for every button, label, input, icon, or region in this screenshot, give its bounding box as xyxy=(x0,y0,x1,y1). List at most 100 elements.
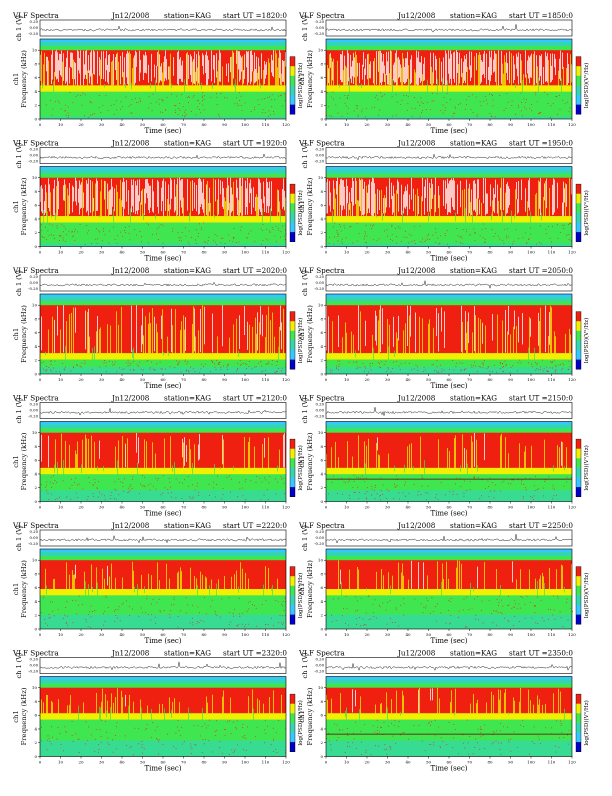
freq-tick-label: 2 xyxy=(34,613,37,618)
panel-date: Ju12/2008 xyxy=(397,394,436,403)
time-tick-label: 70 xyxy=(467,632,473,637)
colorbar-segment xyxy=(290,331,295,341)
time-tick-label: 100 xyxy=(527,122,535,127)
freq-tick-label: 6 xyxy=(34,585,37,590)
time-tick-label: 100 xyxy=(241,505,249,510)
waveform-tick-label: 0.00 xyxy=(316,280,325,285)
freq-axis-label: Frequency (kHz) xyxy=(306,687,314,745)
colorbar-segment xyxy=(576,586,581,596)
freq-tick-label: 10 xyxy=(32,48,38,53)
colorbar-segment xyxy=(576,595,581,605)
time-tick-label: 40 xyxy=(119,122,125,127)
time-tick-label: 70 xyxy=(181,505,187,510)
freq-tick-label: 4 xyxy=(34,599,37,604)
freq-tick-label: 8 xyxy=(320,444,323,449)
colorbar-segment xyxy=(576,321,581,331)
panel-station: station=KAG xyxy=(164,649,211,658)
time-tick-label: 80 xyxy=(487,760,493,765)
freq-axis-label: Frequency (kHz) xyxy=(20,177,28,235)
time-axis-label: Time (sec) xyxy=(144,255,181,263)
spectrogram-band-top xyxy=(40,167,286,170)
colorbar-segment xyxy=(290,605,295,615)
colorbar-segment xyxy=(290,57,295,67)
time-tick-label: 0 xyxy=(325,250,328,255)
colorbar-segment xyxy=(290,586,295,596)
panel-start-time: start UT =2050:0 xyxy=(509,266,573,275)
time-tick-label: 0 xyxy=(325,760,328,765)
freq-axis-label: Frequency (kHz) xyxy=(306,50,314,108)
time-tick-label: 0 xyxy=(39,250,42,255)
time-tick-label: 100 xyxy=(527,505,535,510)
spectrogram-aqua-region xyxy=(326,367,572,374)
waveform-ylabel: ch 1 (V) xyxy=(301,15,309,41)
spectrogram-aqua-region xyxy=(40,116,286,119)
freq-tick-label: 10 xyxy=(318,558,324,563)
freq-tick-label: 2 xyxy=(34,230,37,235)
colorbar-segment xyxy=(290,458,295,468)
time-tick-label: 120 xyxy=(282,122,290,127)
waveform-tick-label: 0.20 xyxy=(30,657,39,662)
freq-tick-label: 8 xyxy=(34,61,37,66)
colorbar-label: log(PSD)(V²/Hz) xyxy=(583,573,590,619)
freq-tick-label: 4 xyxy=(34,216,37,221)
freq-tick-label: 2 xyxy=(34,358,37,363)
time-tick-label: 110 xyxy=(548,505,556,510)
time-axis-label: Time (sec) xyxy=(430,765,467,773)
spectrogram-aqua-region xyxy=(326,116,572,119)
colorbar-segment xyxy=(576,605,581,615)
waveform-frame xyxy=(326,530,572,546)
time-tick-label: 80 xyxy=(487,632,493,637)
time-tick-label: 20 xyxy=(364,122,370,127)
spectrogram-aqua-region xyxy=(40,367,286,374)
colorbar-segment xyxy=(576,723,581,733)
waveform-frame xyxy=(40,658,286,674)
time-axis-label: Time (sec) xyxy=(430,382,467,390)
freq-tick-label: 2 xyxy=(320,613,323,618)
waveform-tick-label: -0.20 xyxy=(314,541,324,546)
time-tick-label: 110 xyxy=(262,632,270,637)
time-tick-label: 30 xyxy=(385,122,391,127)
spectrogram-band-top xyxy=(326,422,572,425)
time-tick-label: 40 xyxy=(119,377,125,382)
colorbar-segment xyxy=(576,85,581,95)
panel-date: Jn12/2008 xyxy=(111,11,150,20)
time-tick-label: 20 xyxy=(78,377,84,382)
panel-date: Ju12/2008 xyxy=(397,11,436,20)
colorbar-segment xyxy=(576,742,581,752)
time-tick-label: 70 xyxy=(181,632,187,637)
waveform-tick-label: 0.00 xyxy=(30,25,39,30)
time-axis-label: Time (sec) xyxy=(144,637,181,645)
panel-start-time: start UT =2250:0 xyxy=(509,521,573,530)
time-tick-label: 120 xyxy=(568,250,576,255)
panel-date: Ju12/2008 xyxy=(397,649,436,658)
freq-axis-prefix: ch1 xyxy=(12,455,20,468)
spectrogram-band-upper xyxy=(326,425,572,429)
spectrogram-band-top xyxy=(326,39,572,42)
waveform-frame xyxy=(326,275,572,291)
colorbar-segment xyxy=(290,232,295,242)
panel-date: Jn12/2008 xyxy=(111,394,150,403)
time-axis-label: Time (sec) xyxy=(430,127,467,135)
time-tick-label: 110 xyxy=(548,377,556,382)
freq-axis-label: Frequency (kHz) xyxy=(20,432,28,490)
spectrogram-band-upper xyxy=(40,425,286,429)
freq-tick-label: 6 xyxy=(34,713,37,718)
freq-tick-label: 4 xyxy=(320,344,323,349)
waveform-frame xyxy=(326,20,572,36)
panel-start-time: start UT =2120:0 xyxy=(223,394,287,403)
freq-tick-label: 8 xyxy=(320,699,323,704)
freq-tick-label: 0 xyxy=(34,372,37,377)
spectrogram-band-green xyxy=(326,556,572,560)
time-tick-label: 120 xyxy=(282,632,290,637)
spectrogram-green-region xyxy=(326,92,572,119)
panel-date: Ju12/2008 xyxy=(397,521,436,530)
freq-tick-label: 8 xyxy=(34,699,37,704)
freq-axis-label: Frequency (kHz) xyxy=(20,305,28,363)
waveform-tick-label: -0.20 xyxy=(28,414,38,419)
waveform-tick-label: 0.00 xyxy=(316,663,325,668)
time-tick-label: 70 xyxy=(467,122,473,127)
freq-tick-label: 6 xyxy=(320,713,323,718)
